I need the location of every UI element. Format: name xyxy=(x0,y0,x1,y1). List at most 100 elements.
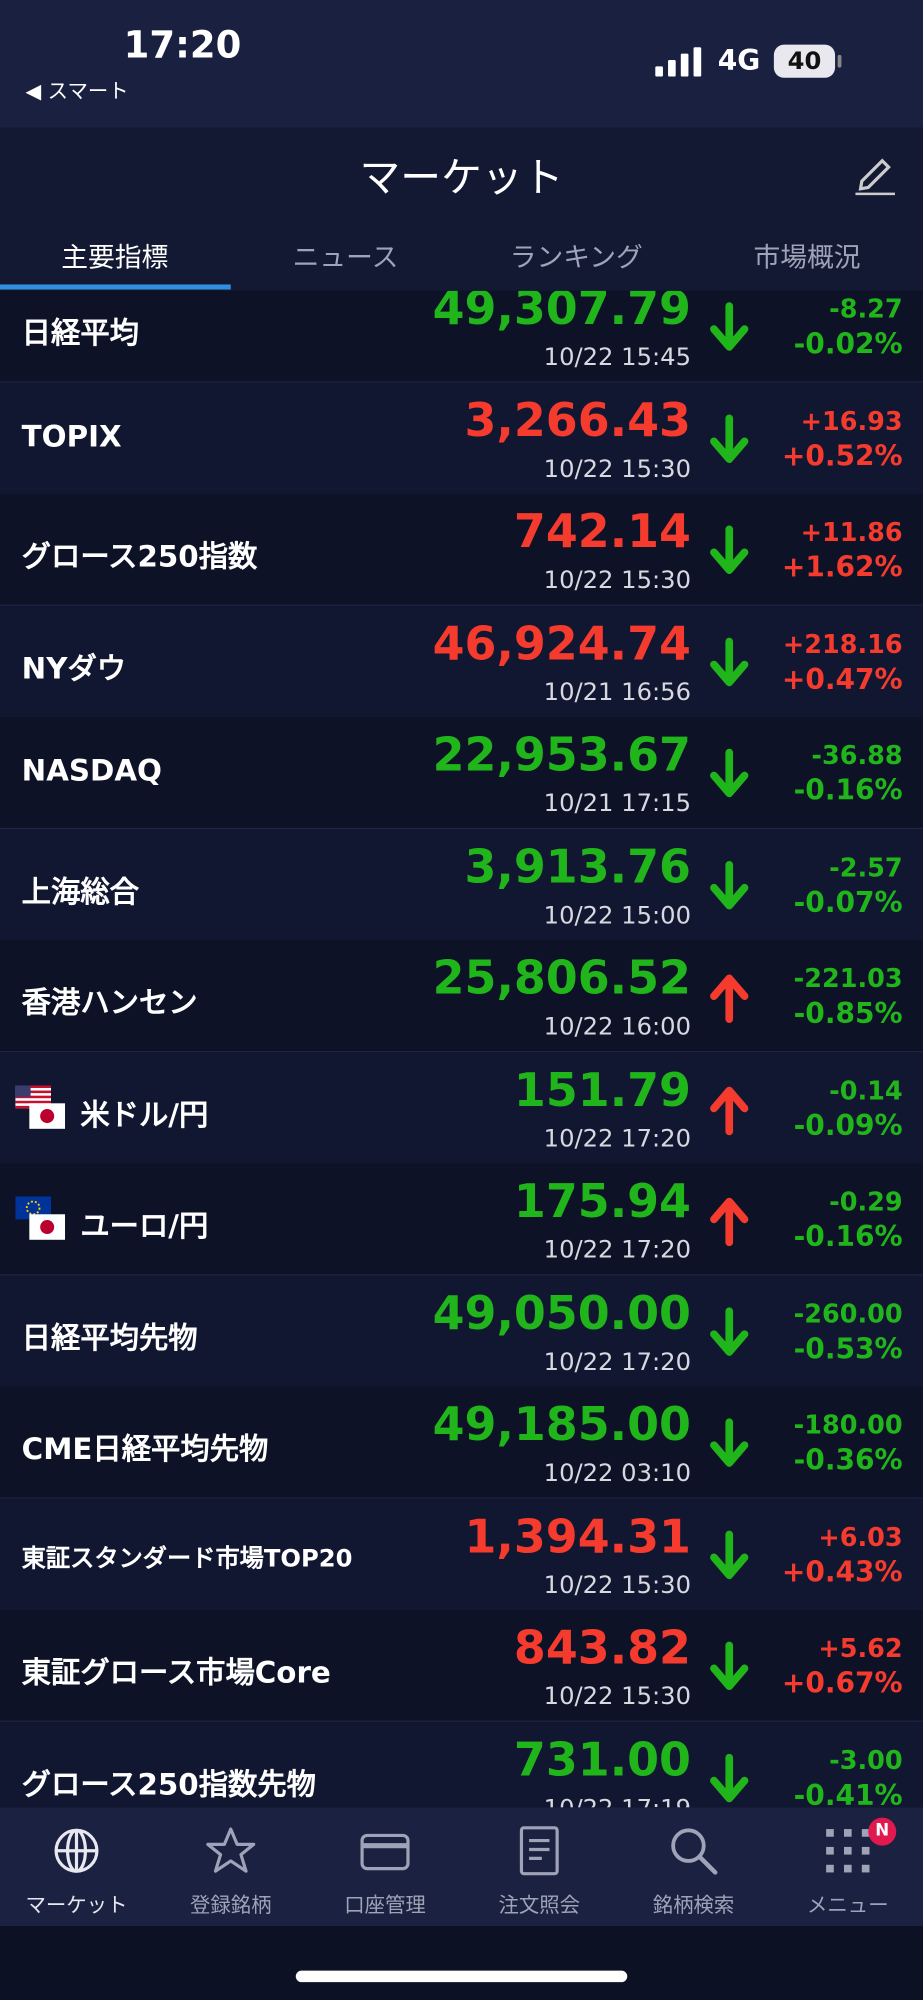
instrument-name: 日経平均 xyxy=(21,317,139,351)
price: 742.14 xyxy=(513,506,691,559)
trend-arrow xyxy=(710,1529,749,1579)
flag-icon xyxy=(15,1084,66,1129)
trend-arrow xyxy=(710,302,749,351)
nav-item[interactable]: 口座管理 xyxy=(309,1807,462,1926)
instrument-name: NASDAQ xyxy=(21,755,162,789)
nav-icon xyxy=(826,1829,870,1873)
price: 175.94 xyxy=(513,1176,691,1229)
change-percent: -0.16% xyxy=(793,1221,903,1254)
back-link[interactable]: ◀ スマート xyxy=(25,74,128,105)
change: -0.29 xyxy=(829,1186,903,1217)
market-row[interactable]: 日経平均 49,307.79 10/22 15:45 -8.27 -0.02% xyxy=(0,290,923,383)
battery: 40 xyxy=(773,44,836,78)
trend-arrow xyxy=(710,1086,749,1135)
tab-underline xyxy=(0,284,231,290)
change-percent: -0.53% xyxy=(793,1333,903,1366)
change-percent: +0.67% xyxy=(781,1668,903,1701)
back-icon: ◀ xyxy=(25,79,48,104)
timestamp: 10/22 15:30 xyxy=(543,566,691,595)
instrument-name: TOPIX xyxy=(21,420,122,454)
nav-item[interactable]: マーケット xyxy=(0,1807,153,1926)
badge: N xyxy=(868,1817,897,1846)
timestamp: 10/22 17:20 xyxy=(543,1124,691,1153)
change: -180.00 xyxy=(793,1409,903,1441)
price: 1,394.31 xyxy=(464,1510,691,1564)
nav-item[interactable]: 銘柄検索 xyxy=(617,1807,770,1926)
change: +218.16 xyxy=(782,628,903,659)
change-percent: -0.09% xyxy=(793,1110,903,1143)
trend-arrow xyxy=(710,748,749,798)
change-percent: +0.52% xyxy=(781,440,903,473)
change-percent: -0.36% xyxy=(793,1445,903,1478)
change-percent: +1.62% xyxy=(781,552,903,585)
timestamp: 10/22 03:10 xyxy=(543,1459,691,1488)
change-percent: +0.47% xyxy=(781,663,903,696)
trend-arrow xyxy=(710,525,749,574)
change: +16.93 xyxy=(800,404,903,436)
timestamp: 10/22 15:45 xyxy=(543,343,691,372)
nav-item[interactable]: 登録銘柄 xyxy=(154,1807,307,1926)
change-percent: -0.16% xyxy=(793,775,903,808)
change: -8.27 xyxy=(829,293,903,324)
market-row[interactable]: NYダウ 46,924.74 10/21 16:56 +218.16 +0.47% xyxy=(0,605,923,718)
instrument-name: 日経平均先物 xyxy=(21,1322,198,1356)
market-row[interactable]: グロース250指数先物 731.00 10/22 17:19 -3.00 -0.41% xyxy=(0,1721,923,1808)
tab[interactable]: ニュース xyxy=(292,242,399,273)
instrument-name: 東証グロース市場Core xyxy=(21,1656,331,1691)
price: 46,924.74 xyxy=(432,617,691,671)
tab[interactable]: 主要指標 xyxy=(61,242,169,273)
edit-button[interactable] xyxy=(852,151,898,197)
timestamp: 10/21 16:56 xyxy=(543,677,691,706)
nav-icon xyxy=(206,1827,256,1873)
market-row[interactable]: 米ドル/円 151.79 10/22 17:20 -0.14 -0.09% xyxy=(0,1051,923,1164)
nav-item[interactable]: メニュー N xyxy=(771,1807,923,1926)
price: 3,266.43 xyxy=(464,394,691,448)
nav-icon xyxy=(360,1833,410,1871)
trend-arrow xyxy=(710,1641,749,1691)
market-row[interactable]: CME日経平均先物 49,185.00 10/22 03:10 -180.00 -0.3… xyxy=(0,1386,923,1499)
change-percent: -0.85% xyxy=(793,998,903,1031)
market-row[interactable]: 日経平均先物 49,050.00 10/22 17:20 -260.00 -0.53% xyxy=(0,1274,923,1388)
market-row[interactable]: NASDAQ 22,953.67 10/21 17:15 -36.88 -0.16% xyxy=(0,716,923,830)
market-row[interactable]: 香港ハンセン 25,806.52 10/22 16:00 -221.03 -0.85% xyxy=(0,940,923,1053)
price: 49,050.00 xyxy=(432,1287,691,1340)
price: 49,185.00 xyxy=(432,1399,691,1452)
trend-arrow xyxy=(710,860,749,909)
change-percent: -0.02% xyxy=(793,329,903,361)
trend-arrow xyxy=(710,1418,749,1467)
market-row[interactable]: 上海総合 3,913.76 10/22 15:00 -2.57 -0.07% xyxy=(0,828,923,941)
change: +5.62 xyxy=(818,1632,903,1664)
header: マーケット 主要指標 ニュース ランキング 市場概況 xyxy=(0,127,923,291)
trend-arrow xyxy=(710,413,749,463)
instrument-name: 上海総合 xyxy=(21,875,139,909)
timestamp: 10/22 17:19 xyxy=(544,1794,691,1807)
instrument-name: グロース250指数先物 xyxy=(21,1768,317,1802)
nav-icon xyxy=(671,1828,718,1875)
price: 843.82 xyxy=(513,1622,691,1675)
change: -260.00 xyxy=(793,1297,903,1329)
price: 49,307.79 xyxy=(432,290,691,336)
instrument-name: 東証スタンダード市場TOP20 xyxy=(21,1543,353,1573)
title: マーケット xyxy=(359,153,564,202)
change: -2.57 xyxy=(829,851,903,883)
price: 22,953.67 xyxy=(432,729,691,782)
flag-icon xyxy=(15,1196,66,1240)
timestamp: 10/22 15:30 xyxy=(543,454,691,483)
nav-item[interactable]: 注文照会 xyxy=(463,1807,616,1926)
market-row[interactable]: 東証グロース市場Core 843.82 10/22 15:30 +5.62 +0.67% xyxy=(0,1609,923,1722)
market-row[interactable]: TOPIX 3,266.43 10/22 15:30 +16.93 +0.52% xyxy=(0,382,923,495)
instrument-name: グロース250指数 xyxy=(21,540,258,574)
change-percent: -0.41% xyxy=(793,1779,903,1808)
change: -221.03 xyxy=(793,963,903,994)
tab[interactable]: ランキング xyxy=(509,242,643,273)
market-row[interactable]: ユーロ/円 175.94 10/22 17:20 -0.29 -0.16% xyxy=(0,1163,923,1276)
bottom-nav: マーケット 登録銘柄 口座管理 注文照会 銘柄検索 メニュー N xyxy=(0,1807,923,1927)
market-row[interactable]: グロース250指数 742.14 10/22 15:30 +11.86 +1.62% xyxy=(0,493,923,606)
nav-label: マーケット xyxy=(25,1892,128,1918)
tab[interactable]: 市場概況 xyxy=(753,242,861,273)
change: +11.86 xyxy=(800,516,903,548)
market-row[interactable]: 東証スタンダード市場TOP20 1,394.31 10/22 15:30 +6.03 +… xyxy=(0,1498,923,1611)
price: 25,806.52 xyxy=(432,952,691,1006)
price: 731.00 xyxy=(513,1734,691,1787)
